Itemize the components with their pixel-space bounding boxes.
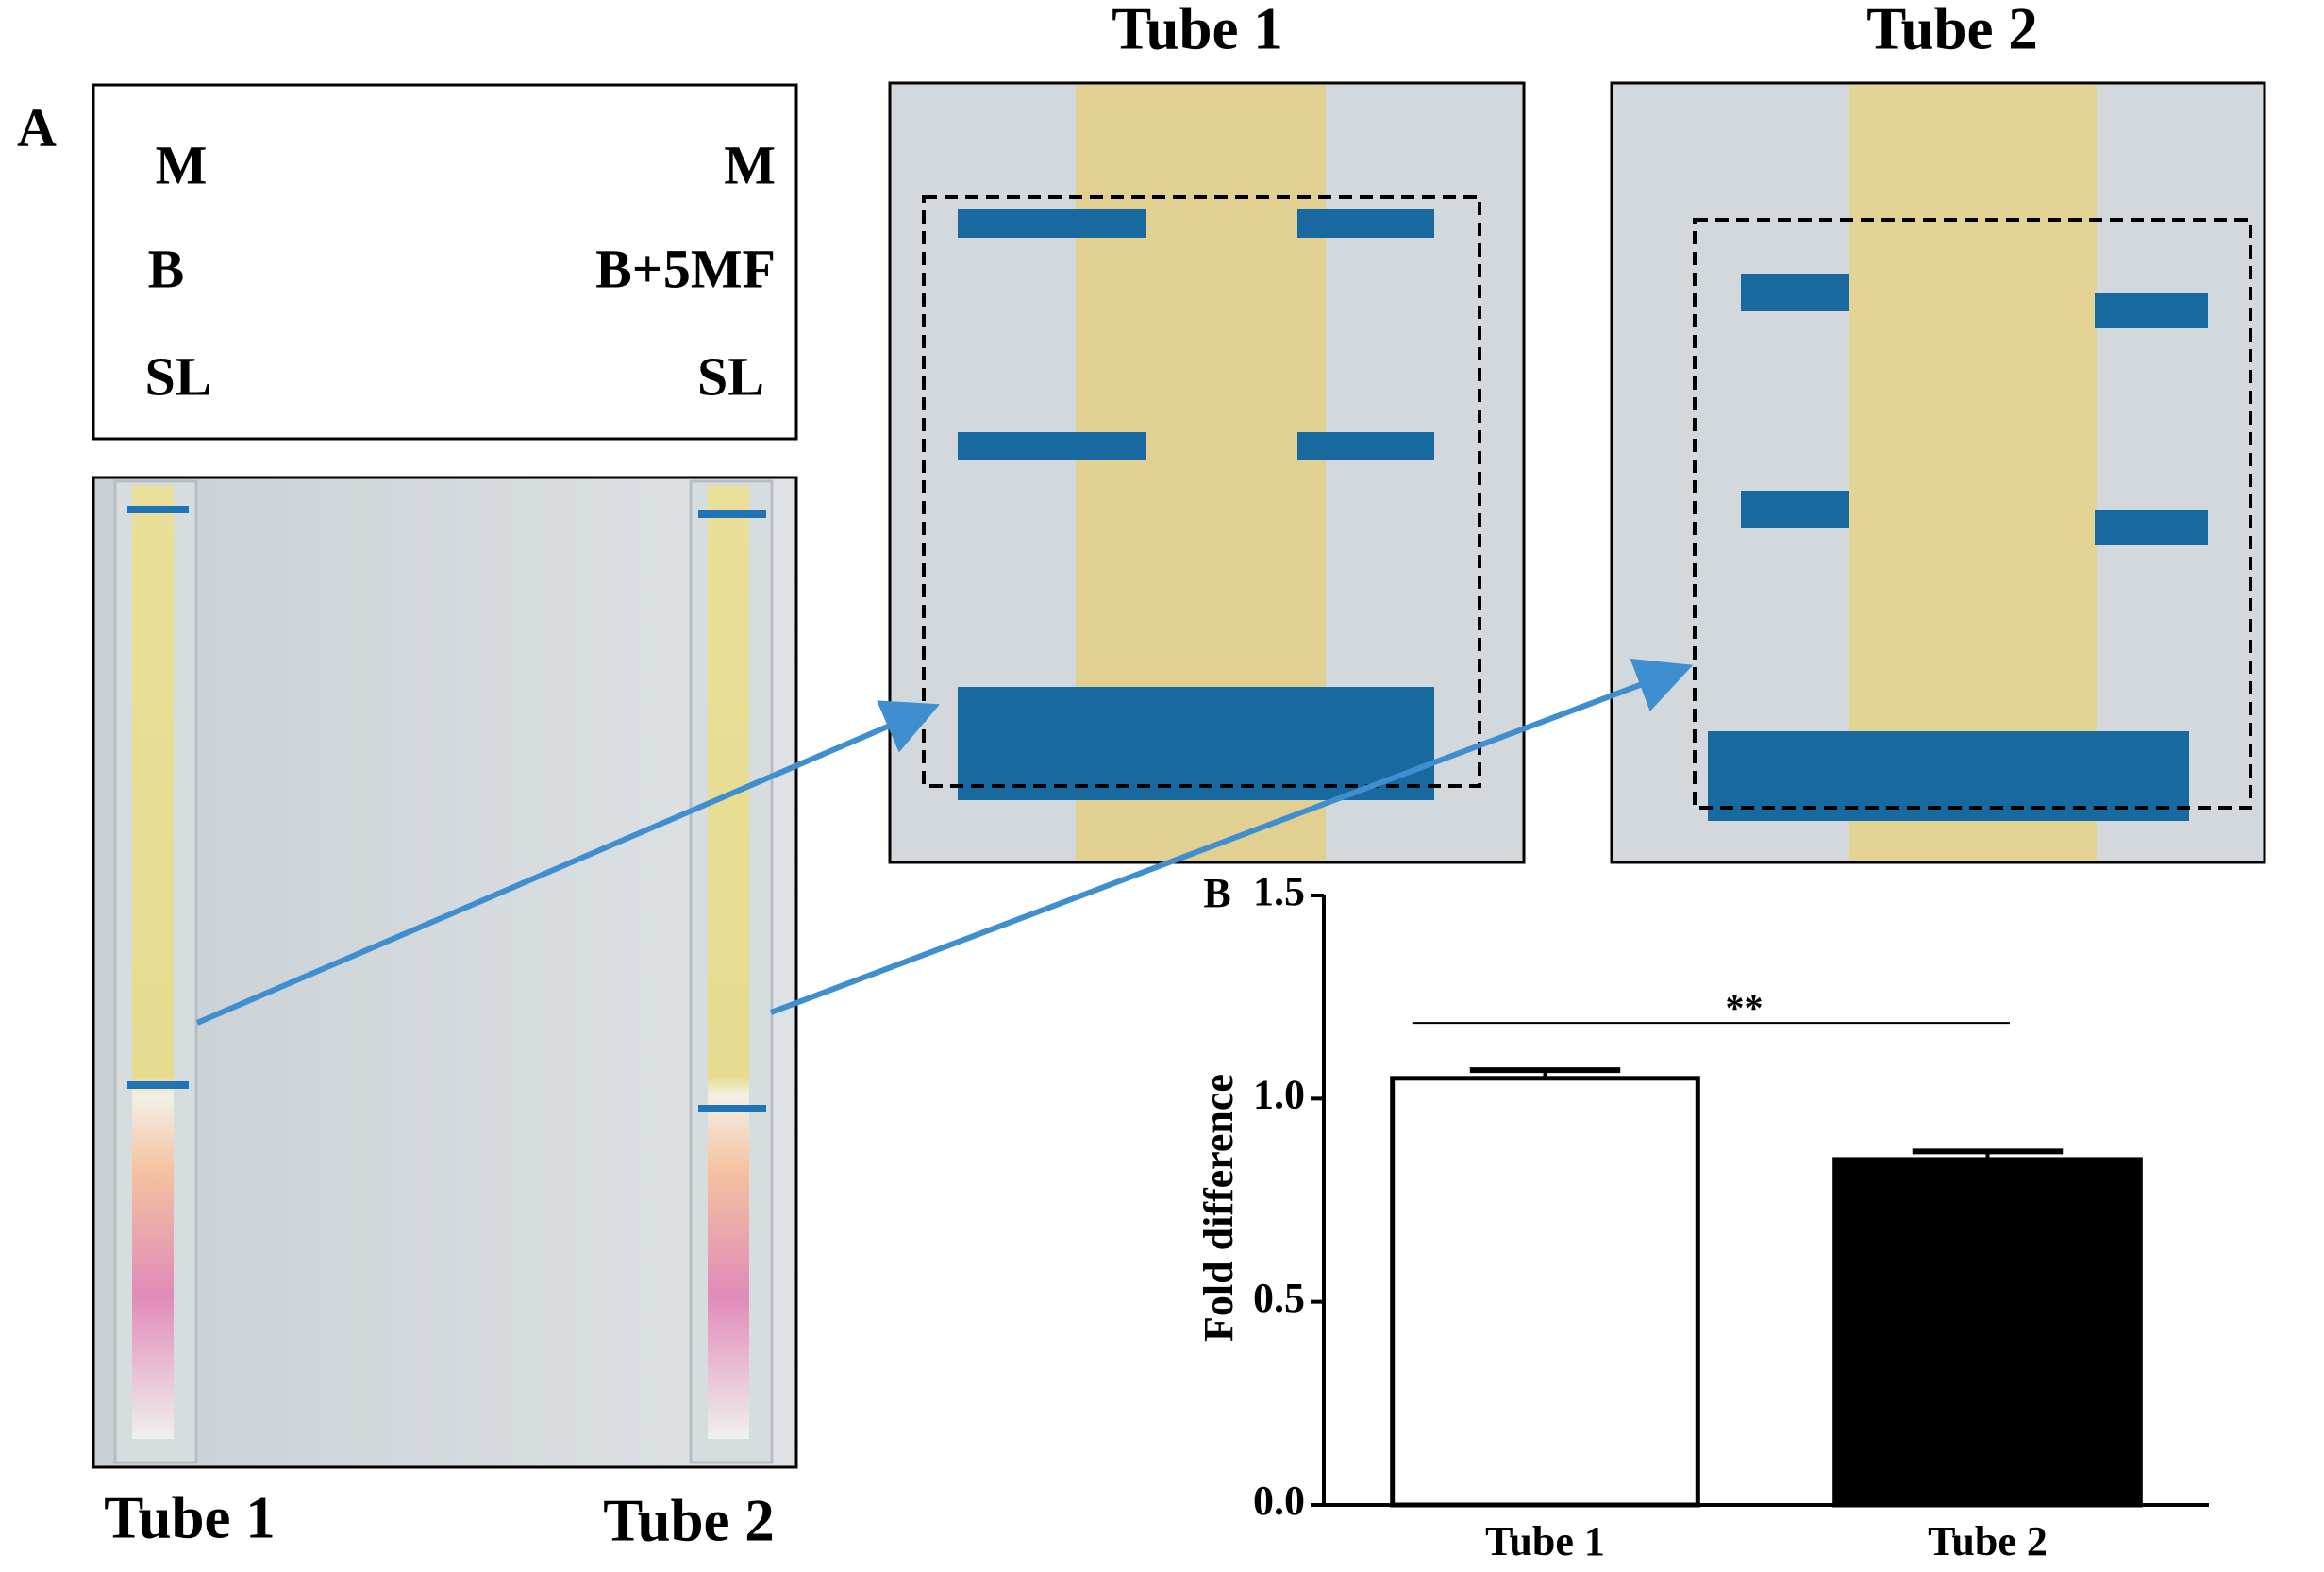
significance-label: ** [1726,986,1764,1028]
y-axis-label: Fold difference [1195,1074,1242,1342]
bar [1390,1076,1700,1508]
arrow [769,658,1694,1015]
x-tick-label: Tube 1 [1485,1518,1605,1564]
legend-text: M [724,134,776,195]
zoom-title: Tube 2 [1866,0,2038,61]
legend-text: B+5MF [595,238,776,299]
photo-label: Tube 2 [603,1487,775,1553]
arrow [195,700,941,1026]
panel-label: A [17,96,57,158]
legend-text: SL [145,345,212,407]
panel-label: B [1203,870,1230,916]
y-tick-label: 1.5 [1253,868,1305,914]
legend-text: SL [697,345,764,407]
tube-photo [92,476,798,1469]
zoom-photo [1610,81,2266,864]
zoom-title: Tube 1 [1112,0,1283,61]
x-tick-label: Tube 2 [1928,1518,2048,1564]
y-tick-label: 0.0 [1253,1478,1305,1524]
photo-label: Tube 1 [104,1484,276,1550]
bar [1832,1157,2143,1508]
y-tick-label: 1.0 [1253,1071,1305,1117]
zoom-photo [888,81,1526,864]
legend-text: M [156,134,208,195]
legend-box [92,83,798,441]
legend-text: B [148,238,185,299]
y-tick-label: 0.5 [1253,1275,1305,1321]
